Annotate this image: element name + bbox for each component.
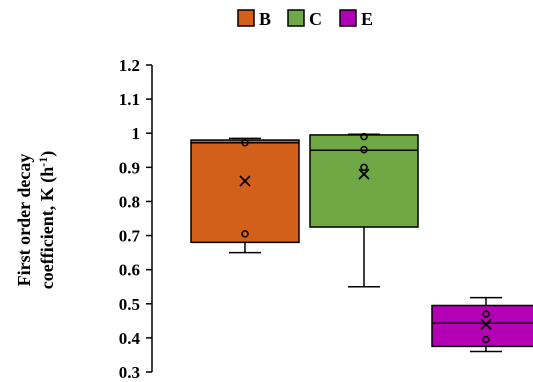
mean-marker-b (239, 175, 251, 187)
y-tick-label: 0.4 (119, 329, 141, 348)
legend: B C E (237, 9, 373, 29)
y-tick-label: 0.6 (119, 261, 140, 280)
mean-marker-c (358, 168, 370, 180)
y-axis-title-line-1: First order decay (14, 154, 34, 287)
y-tick-label: 0.5 (119, 295, 140, 314)
legend-label-e: E (361, 9, 373, 29)
legend-swatch-b (237, 9, 255, 27)
legend-swatch-c (287, 9, 305, 27)
legend-swatch-e (339, 9, 357, 27)
legend-label-b: B (259, 9, 271, 29)
data-point-b (241, 139, 249, 147)
mean-marker-stroke (358, 168, 370, 180)
y-tick-label: 0.3 (119, 363, 140, 382)
box-e (431, 296, 533, 353)
data-point-c (360, 132, 368, 141)
y-tick-label: 1.1 (119, 90, 140, 109)
mean-marker-e (480, 318, 492, 330)
y-tick-label: 0.7 (119, 227, 141, 246)
box-c (309, 132, 419, 288)
y-tick-label: 1.2 (119, 56, 140, 75)
data-point-c (360, 163, 368, 172)
y-axis-title: First order decay coefficient, K (h-1) (14, 151, 58, 289)
legend-label-c: C (309, 9, 322, 29)
y-axis-title-line-2: coefficient, K (h-1) (36, 151, 58, 289)
box-b (190, 137, 300, 254)
mean-marker-stroke (480, 318, 492, 330)
y-axis-ticks: 0.3 0.4 0.5 0.6 0.7 0.8 0.9 1 1.1 1.2 (119, 56, 152, 382)
box-body-b (190, 139, 300, 244)
y-tick-label: 0.9 (119, 158, 140, 177)
mean-marker-stroke (239, 175, 251, 187)
data-point-e (482, 335, 490, 344)
boxes (190, 132, 533, 353)
data-point-e (482, 310, 490, 318)
box-body-c (309, 134, 419, 228)
data-point-c (360, 145, 368, 154)
data-point-b (241, 230, 249, 238)
y-tick-label: 1 (132, 124, 141, 143)
y-tick-label: 0.8 (119, 192, 140, 211)
